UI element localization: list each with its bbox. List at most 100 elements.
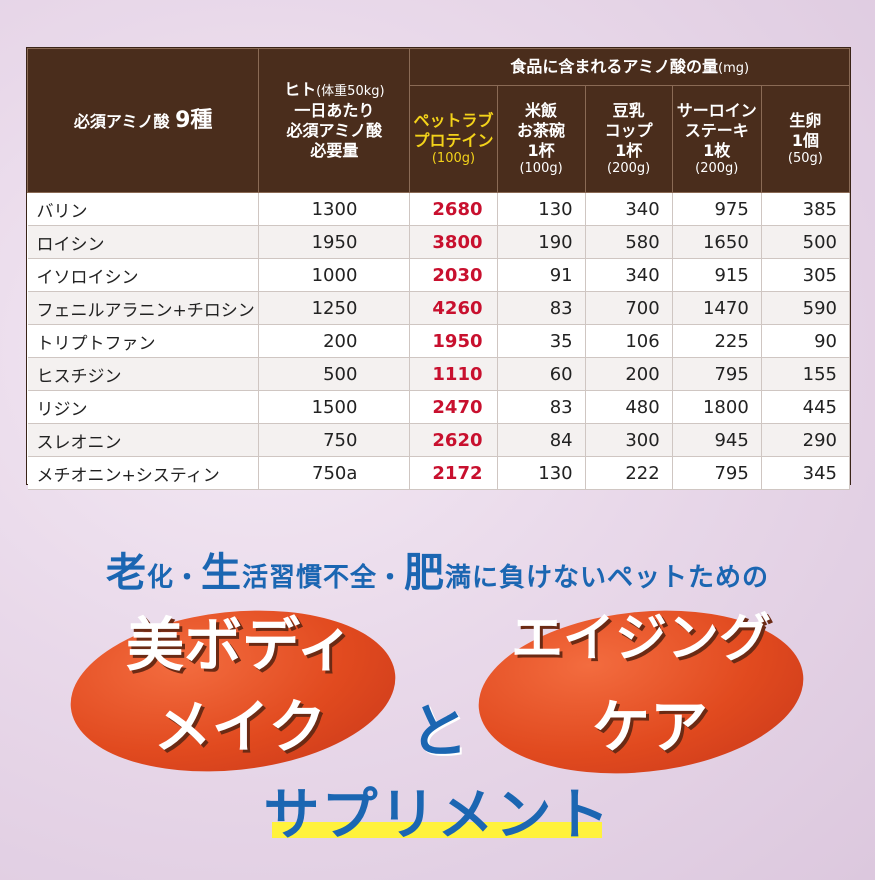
- food-group-unit: (mg): [718, 60, 750, 76]
- soy-milk-value: 222: [585, 456, 673, 490]
- tagline-part: 活習慣不全・: [241, 563, 404, 593]
- and-connector: と: [409, 697, 468, 765]
- food-line2: プロテイン: [413, 130, 494, 150]
- amino-acid-table: 必須アミノ酸 9種 ヒト(体重50kg) 一日あたり 必須アミノ酸 必要量 食品…: [26, 48, 851, 490]
- aging-care-line1: エイジング: [510, 608, 771, 669]
- header-food-soy-milk: 豆乳 コップ 1杯 (200g): [584, 85, 673, 193]
- amino-name: ヒスチジン: [27, 357, 260, 391]
- table-row: ロイシン 1950 3800 190 580 1650 500: [27, 225, 851, 259]
- header-food-egg: 生卵 1個 (50g): [760, 85, 851, 193]
- table-row: バリン 1300 2680 130 340 975 385: [27, 192, 851, 226]
- rice-value: 35: [497, 324, 586, 358]
- pet-protein-value: 2172: [409, 456, 498, 490]
- steak-value: 1470: [672, 291, 762, 325]
- steak-value: 795: [672, 357, 762, 391]
- soy-milk-value: 200: [585, 357, 673, 391]
- table-row: トリプトファン 200 1950 35 106 225 90: [27, 324, 851, 358]
- table-row: スレオニン 750 2620 84 300 945 290: [27, 423, 851, 457]
- amino-name: メチオニン+システィン: [27, 456, 260, 490]
- rice-value: 84: [497, 423, 586, 457]
- food-line1: サーロイン: [676, 100, 757, 120]
- table-row: フェニルアラニン+チロシン 1250 4260 83 700 1470 590: [27, 291, 851, 325]
- pet-protein-value: 2680: [409, 192, 498, 226]
- pet-protein-value: 4260: [409, 291, 498, 325]
- food-line2: お茶碗: [517, 120, 566, 140]
- soy-milk-value: 700: [585, 291, 673, 325]
- egg-value: 290: [761, 423, 851, 457]
- pet-protein-value: 3800: [409, 225, 498, 259]
- amino-name: バリン: [27, 192, 260, 226]
- table-body: バリン 1300 2680 130 340 975 385 ロイシン 1950 …: [27, 192, 851, 490]
- amino-name: フェニルアラニン+チロシン: [27, 291, 260, 325]
- food-group-title: 食品に含まれるアミノ酸の量: [510, 56, 719, 76]
- egg-value: 305: [761, 258, 851, 292]
- human-requirement: 1000: [258, 258, 411, 292]
- human-requirement: 750: [258, 423, 411, 457]
- human-weight: (体重50kg): [316, 84, 385, 100]
- food-amount: (200g): [607, 160, 651, 176]
- rice-value: 130: [497, 192, 586, 226]
- table-row: メチオニン+システィン 750a 2172 130 222 795 345: [27, 456, 851, 490]
- promo-tagline: 老化・生活習慣不全・肥満に負けないペットための: [0, 540, 875, 598]
- header-food-rice: 米飯 お茶碗 1杯 (100g): [496, 85, 586, 193]
- rice-value: 83: [497, 291, 586, 325]
- rice-value: 91: [497, 258, 586, 292]
- rice-value: 83: [497, 390, 586, 424]
- header-food-pet-protein: ペットラブ プロテイン (100g): [409, 85, 498, 193]
- egg-value: 345: [761, 456, 851, 490]
- human-requirement: 1300: [258, 192, 411, 226]
- egg-value: 90: [761, 324, 851, 358]
- pet-protein-value: 1110: [409, 357, 498, 391]
- human-requirement: 1950: [258, 225, 411, 259]
- header-food-group: 食品に含まれるアミノ酸の量(mg): [409, 48, 850, 86]
- human-line2: 一日あたり: [294, 100, 375, 120]
- pet-protein-value: 2620: [409, 423, 498, 457]
- amino-acid-table-container: 必須アミノ酸 9種 ヒト(体重50kg) 一日あたり 必須アミノ酸 必要量 食品…: [26, 47, 851, 490]
- food-amount: (50g): [787, 150, 823, 166]
- tagline-part: 化・: [146, 563, 201, 593]
- egg-value: 385: [761, 192, 851, 226]
- egg-value: 590: [761, 291, 851, 325]
- food-line1: 米飯: [525, 100, 558, 120]
- pet-protein-value: 2470: [409, 390, 498, 424]
- human-line4: 必要量: [310, 140, 359, 160]
- aging-care-line2: ケア: [591, 693, 708, 761]
- amino-name: イソロイシン: [27, 258, 260, 292]
- header-human-requirement: ヒト(体重50kg) 一日あたり 必須アミノ酸 必要量: [258, 48, 411, 193]
- food-line1: ペットラブ: [413, 110, 494, 130]
- header-essential-amino: 必須アミノ酸 9種: [26, 48, 260, 193]
- amino-title: 必須アミノ酸: [73, 111, 170, 131]
- beauty-body-line1: 美ボディ: [126, 611, 354, 679]
- supplement-underline: [272, 822, 602, 838]
- soy-milk-value: 340: [585, 192, 673, 226]
- header-food-steak: サーロイン ステーキ 1枚 (200g): [671, 85, 762, 193]
- human-requirement: 750a: [258, 456, 411, 490]
- steak-value: 795: [672, 456, 762, 490]
- rice-value: 60: [497, 357, 586, 391]
- food-line3: 1枚: [703, 140, 731, 160]
- tagline-part: 生: [200, 549, 242, 596]
- steak-value: 915: [672, 258, 762, 292]
- food-line1: 豆乳: [612, 100, 645, 120]
- human-requirement: 200: [258, 324, 411, 358]
- food-amount: (100g): [519, 160, 563, 176]
- soy-milk-value: 340: [585, 258, 673, 292]
- food-amount: (100g): [431, 150, 476, 166]
- steak-value: 975: [672, 192, 762, 226]
- food-line1: 生卵: [789, 110, 822, 130]
- egg-value: 445: [761, 390, 851, 424]
- human-line3: 必須アミノ酸: [286, 120, 383, 140]
- human-requirement: 500: [258, 357, 411, 391]
- human-requirement: 1500: [258, 390, 411, 424]
- rice-value: 190: [497, 225, 586, 259]
- table-row: イソロイシン 1000 2030 91 340 915 305: [27, 258, 851, 292]
- pet-protein-value: 1950: [409, 324, 498, 358]
- amino-name: リジン: [27, 390, 260, 424]
- table-row: リジン 1500 2470 83 480 1800 445: [27, 390, 851, 424]
- soy-milk-value: 300: [585, 423, 673, 457]
- food-amount: (200g): [695, 160, 739, 176]
- supplement-title: サプリメント: [263, 782, 612, 848]
- amino-name: トリプトファン: [27, 324, 260, 358]
- human-label: ヒト: [284, 80, 317, 100]
- egg-value: 155: [761, 357, 851, 391]
